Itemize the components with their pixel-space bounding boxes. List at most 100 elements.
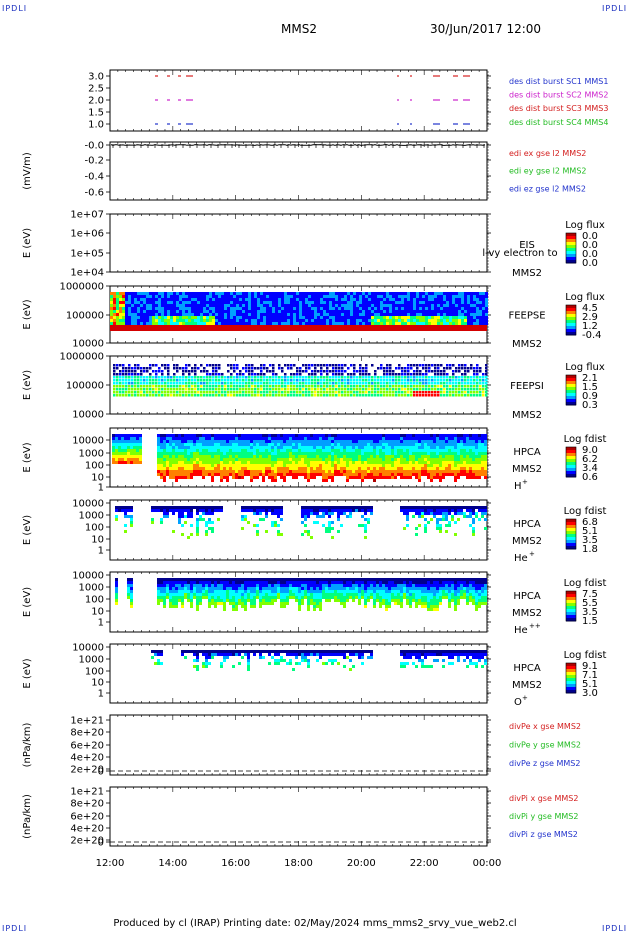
spectrogram-cell	[176, 367, 179, 370]
spectrogram-cell	[226, 464, 229, 467]
spectrogram-cell	[116, 304, 119, 307]
spectrogram-cell	[190, 464, 193, 467]
spectrogram-cell	[188, 391, 191, 394]
spectrogram-cell	[166, 452, 169, 455]
spectrogram-cell	[191, 307, 194, 310]
spectrogram-cell	[370, 473, 373, 476]
spectrogram-cell	[205, 506, 208, 509]
spectrogram-cell	[316, 464, 319, 467]
spectrogram-cell	[455, 304, 458, 307]
spectrogram-cell	[169, 578, 172, 581]
spectrogram-cell	[367, 437, 370, 440]
spectrogram-cell	[361, 464, 364, 467]
spectrogram-cell	[409, 455, 412, 458]
spectrogram-cell	[485, 307, 488, 310]
spectrogram-cell	[395, 301, 398, 304]
spectrogram-cell	[377, 319, 380, 322]
spectrogram-cell	[410, 313, 413, 316]
spectrogram-cell	[182, 310, 185, 313]
spectrogram-cell	[320, 319, 323, 322]
spectrogram-cell	[428, 319, 431, 322]
spectrogram-cell	[485, 391, 488, 394]
spectrogram-cell	[419, 307, 422, 310]
spectrogram-cell	[445, 434, 448, 437]
spectrogram-cell	[257, 316, 260, 319]
spectrogram-cell	[373, 479, 376, 482]
colorbar-tick-label: 4.5	[582, 303, 598, 314]
spectrogram-cell	[283, 452, 286, 455]
spectrogram-cell	[158, 298, 161, 301]
spectrogram-cell	[443, 376, 446, 379]
spectrogram-cell	[244, 452, 247, 455]
spectrogram-cell	[116, 364, 119, 367]
spectrogram-cell	[485, 316, 488, 319]
spectrogram-cell	[403, 476, 406, 479]
spectrogram-cell	[179, 301, 182, 304]
spectrogram-cell	[443, 370, 446, 373]
spectrogram-cell	[380, 322, 383, 325]
spectrogram-cell	[373, 455, 376, 458]
spectrogram-cell	[380, 307, 383, 310]
spectrogram-cell	[224, 319, 227, 322]
spectrogram-cell	[218, 388, 221, 391]
spectrogram-cell	[406, 509, 409, 512]
spectrogram-cell	[472, 446, 475, 449]
spectrogram-cell	[254, 319, 257, 322]
spectrogram-cell	[416, 394, 419, 397]
spectrogram-cell	[443, 394, 446, 397]
spectrogram-cell	[433, 461, 436, 464]
spectrogram-cell	[173, 394, 176, 397]
spectrogram-cell	[332, 391, 335, 394]
spectrogram-cell	[418, 455, 421, 458]
spectrogram-cell	[415, 506, 418, 509]
spectrogram-cell	[407, 313, 410, 316]
spectrogram-cell	[271, 467, 274, 470]
spectrogram-cell	[203, 394, 206, 397]
spectrogram-cell	[431, 394, 434, 397]
spectrogram-cell	[169, 593, 172, 596]
spectrogram-cell	[239, 307, 242, 310]
spectrogram-cell	[304, 452, 307, 455]
spectrogram-cell	[158, 388, 161, 391]
spectrogram-cell	[158, 304, 161, 307]
spectrogram-cell	[244, 437, 247, 440]
spectrogram-cell	[299, 304, 302, 307]
spectrogram-cell	[163, 584, 166, 587]
spectrogram-cell	[481, 434, 484, 437]
spectrogram-cell	[427, 449, 430, 452]
spectrogram-cell	[421, 515, 424, 518]
spectrogram-cell	[271, 512, 274, 515]
spectrogram-cell	[271, 473, 274, 476]
spectrogram-cell	[334, 437, 337, 440]
spectrogram-cell	[187, 458, 190, 461]
spectrogram-cell	[221, 292, 224, 295]
spectrogram-cell	[314, 364, 317, 367]
spectrogram-cell	[382, 452, 385, 455]
spectrogram-cell	[410, 382, 413, 385]
spectrogram-cell	[245, 292, 248, 295]
spectrogram-cell	[355, 437, 358, 440]
spectrogram-cell	[355, 440, 358, 443]
spectrogram-cell	[472, 530, 475, 533]
spectrogram-cell	[193, 467, 196, 470]
spectrogram-cell	[370, 464, 373, 467]
spectrogram-cell	[382, 458, 385, 461]
spectrogram-cell	[310, 536, 313, 539]
spectrogram-cell	[355, 473, 358, 476]
spectrogram-cell	[439, 434, 442, 437]
spectrogram-cell	[425, 370, 428, 373]
spectrogram-cell	[379, 461, 382, 464]
spectrogram-cell	[425, 382, 428, 385]
spectrogram-cell	[224, 310, 227, 313]
spectrogram-cell	[194, 307, 197, 310]
spectrogram-cell	[116, 292, 119, 295]
spectrogram-cell	[214, 509, 217, 512]
spectrogram-cell	[287, 310, 290, 313]
spectrogram-cell	[458, 364, 461, 367]
spectrogram-cell	[436, 467, 439, 470]
spectrogram-cell	[272, 295, 275, 298]
spectrogram-cell	[371, 310, 374, 313]
spectrogram-cell	[407, 307, 410, 310]
spectrogram-cell	[110, 316, 113, 319]
panel-frame	[109, 69, 488, 132]
